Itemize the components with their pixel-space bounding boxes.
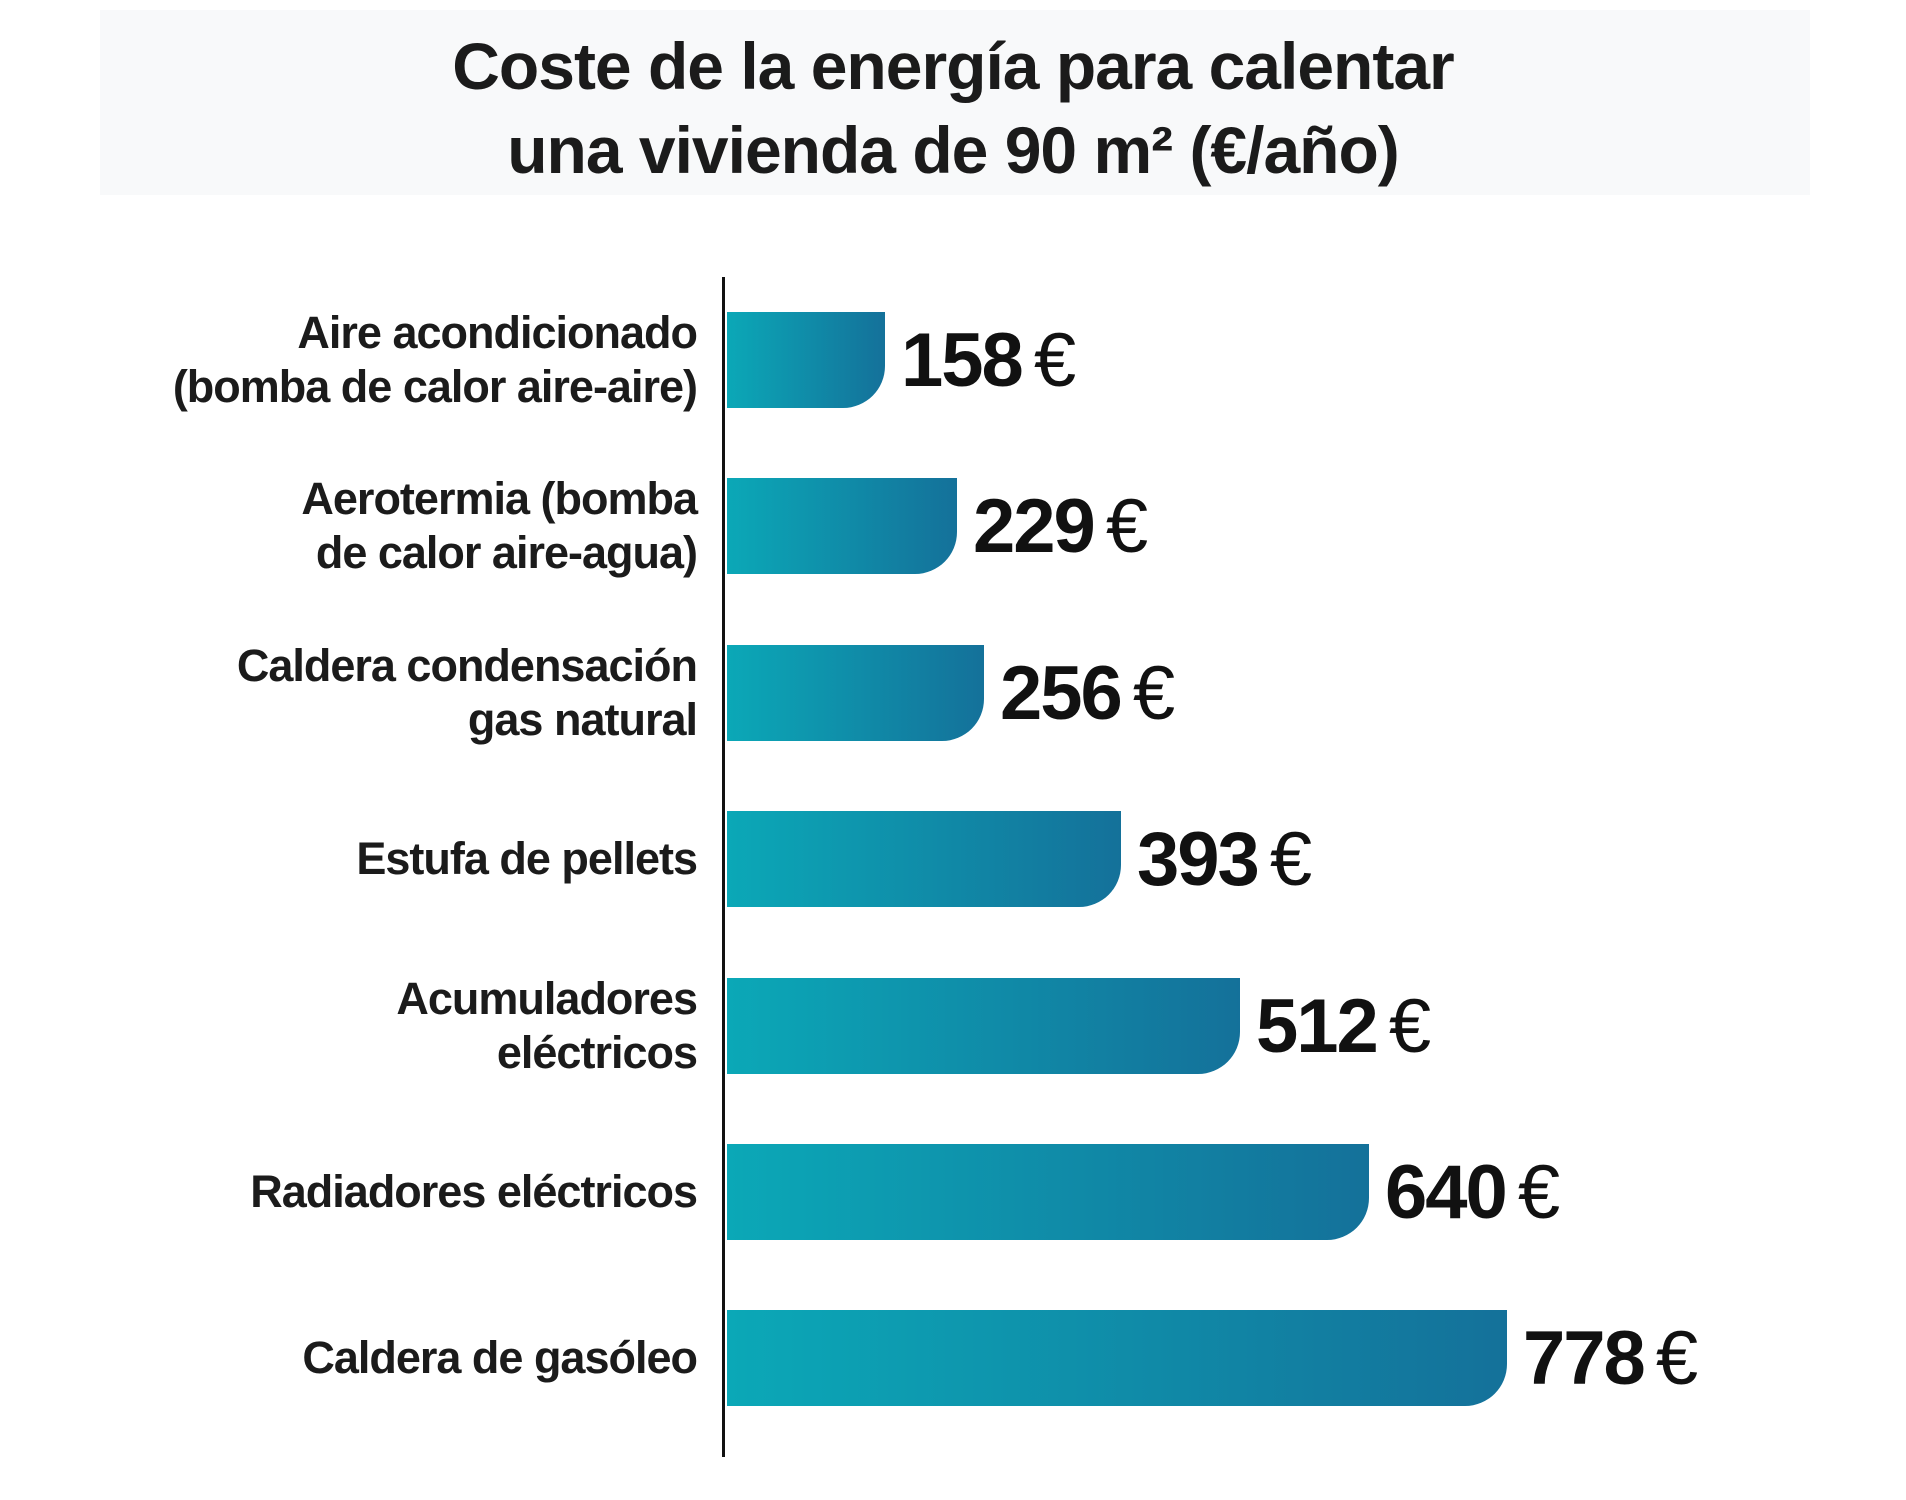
euro-symbol: € xyxy=(1517,1149,1561,1235)
y-axis-line xyxy=(722,277,725,1457)
euro-symbol: € xyxy=(1388,983,1432,1069)
bar xyxy=(727,312,885,408)
category-label: Caldera de gasóleo xyxy=(0,1310,698,1406)
chart-title-line1: Coste de la energía para calentar xyxy=(452,29,1454,103)
category-label: Aerotermia (bomba de calor aire-agua) xyxy=(0,473,698,578)
bar xyxy=(727,978,1240,1074)
bar xyxy=(727,478,957,574)
category-label-line: eléctricos xyxy=(496,1027,698,1078)
category-label-line: Radiadores eléctricos xyxy=(250,1166,698,1217)
value-number: 393 xyxy=(1137,816,1260,902)
bar xyxy=(727,811,1121,907)
category-label-line: Aerotermia (bomba xyxy=(301,473,698,524)
value-number: 512 xyxy=(1256,983,1379,1069)
value-label: 778 € xyxy=(1523,1310,1698,1406)
chart-row: Radiadores eléctricos 640 € xyxy=(0,1144,1906,1240)
category-label-line: Caldera condensación xyxy=(236,640,698,691)
value-label: 158 € xyxy=(901,312,1076,408)
title-band xyxy=(100,10,1810,195)
category-label: Caldera condensación gas natural xyxy=(0,640,698,745)
chart-title-line2: una vivienda de 90 m² (€/año) xyxy=(507,113,1400,187)
category-label-line: Aire acondicionado xyxy=(297,307,698,358)
euro-symbol: € xyxy=(1132,650,1176,736)
category-label-line: Estufa de pellets xyxy=(356,833,698,884)
euro-symbol: € xyxy=(1655,1315,1699,1401)
value-label: 640 € xyxy=(1385,1144,1560,1240)
category-label-line: (bomba de calor aire-aire) xyxy=(172,361,698,412)
category-label: Radiadores eléctricos xyxy=(0,1144,698,1240)
chart-title: Coste de la energía para calentar una vi… xyxy=(0,24,1906,192)
value-number: 778 xyxy=(1523,1315,1646,1401)
chart-row: Caldera de gasóleo 778 € xyxy=(0,1310,1906,1406)
chart-row: Aerotermia (bomba de calor aire-agua) 229 € xyxy=(0,473,1906,578)
category-label-line: gas natural xyxy=(467,694,698,745)
value-number: 256 xyxy=(1000,650,1123,736)
category-label: Aire acondicionado (bomba de calor aire-a… xyxy=(0,307,698,412)
value-label: 229 € xyxy=(973,478,1148,574)
value-number: 640 xyxy=(1385,1149,1508,1235)
value-label: 256 € xyxy=(1000,645,1175,741)
value-number: 158 xyxy=(901,317,1024,403)
category-label-line: Caldera de gasóleo xyxy=(302,1332,698,1383)
euro-symbol: € xyxy=(1033,317,1077,403)
value-label: 393 € xyxy=(1137,811,1312,907)
category-label-line: de calor aire-agua) xyxy=(315,527,698,578)
chart-row: Aire acondicionado (bomba de calor aire-a… xyxy=(0,307,1906,412)
category-label: Estufa de pellets xyxy=(0,811,698,907)
bar xyxy=(727,1144,1369,1240)
chart-row: Acumuladores eléctricos 512 € xyxy=(0,973,1906,1078)
value-number: 229 xyxy=(973,483,1096,569)
category-label-line: Acumuladores xyxy=(396,973,698,1024)
chart-row: Estufa de pellets 393 € xyxy=(0,811,1906,907)
chart-row: Caldera condensación gas natural 256 € xyxy=(0,640,1906,745)
category-label: Acumuladores eléctricos xyxy=(0,973,698,1078)
bar xyxy=(727,645,984,741)
bar xyxy=(727,1310,1507,1406)
value-label: 512 € xyxy=(1256,978,1431,1074)
euro-symbol: € xyxy=(1105,483,1149,569)
euro-symbol: € xyxy=(1269,816,1313,902)
